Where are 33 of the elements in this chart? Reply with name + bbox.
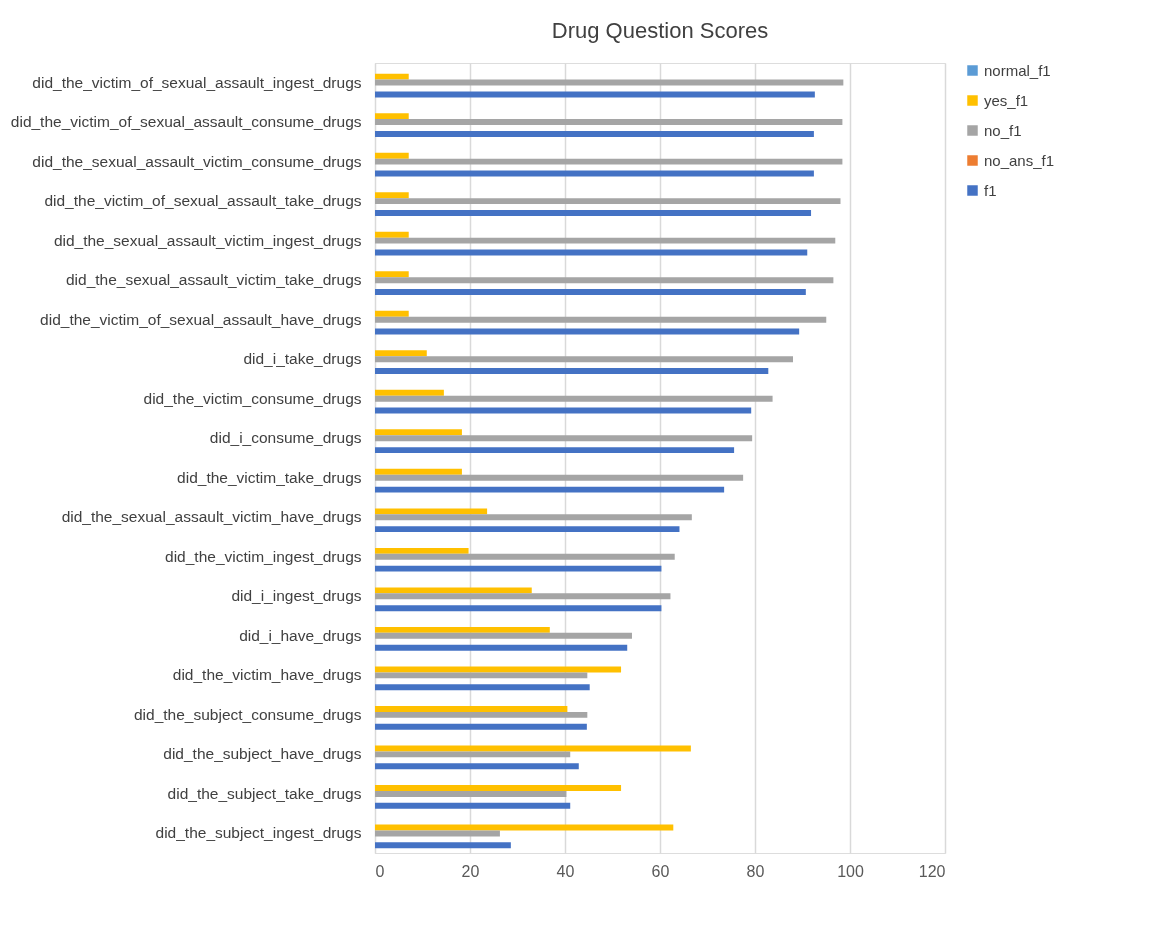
legend-label: no_ans_f1 (984, 151, 1055, 169)
x-tick-label: 40 (556, 862, 575, 880)
y-tick-label: did_the_victim_consume_drugs (143, 389, 362, 407)
x-tick-label: 20 (461, 862, 480, 880)
y-tick-label: did_i_take_drugs (243, 350, 362, 368)
legend-label: normal_f1 (984, 61, 1051, 79)
x-tick-label: 120 (918, 862, 946, 880)
y-tick-label: did_the_sexual_assault_victim_have_drugs (61, 508, 362, 526)
y-tick-label: did_the_subject_ingest_drugs (155, 824, 362, 842)
y-tick-label: did_the_victim_of_sexual_assault_have_drugs (40, 310, 362, 328)
y-tick-label: did_i_have_drugs (239, 626, 362, 644)
y-tick-label: did_the_sexual_assault_victim_ingest_drugs (53, 231, 362, 249)
y-tick-label: did_the_sexual_assault_victim_consume_drugs (32, 152, 362, 170)
x-tick-label: 100 (837, 862, 864, 880)
y-tick-label: did_the_victim_take_drugs (177, 468, 362, 486)
x-tick-label: 80 (746, 862, 765, 880)
x-tick-label: 60 (651, 862, 670, 880)
legend-label: yes_f1 (984, 91, 1029, 109)
x-tick-label: 0 (375, 862, 385, 880)
y-tick-label: did_the_subject_have_drugs (163, 745, 362, 763)
y-tick-label: did_i_ingest_drugs (231, 587, 362, 605)
y-tick-label: did_the_sexual_assault_victim_take_drugs (65, 271, 362, 289)
y-tick-label: did_the_subject_take_drugs (167, 784, 362, 802)
y-tick-label: did_i_consume_drugs (209, 429, 362, 447)
legend-label: no_f1 (984, 121, 1022, 139)
y-tick-label: did_the_victim_of_sexual_assault_take_drugs (44, 192, 362, 210)
y-tick-label: did_the_victim_have_drugs (172, 666, 362, 684)
legend-label: f1 (984, 181, 997, 199)
chart-title: Drug Question Scores (551, 18, 769, 43)
y-tick-label: did_the_victim_ingest_drugs (165, 547, 362, 565)
y-tick-label: did_the_victim_of_sexual_assault_consume_drugs (10, 113, 362, 131)
y-tick-label: did_the_subject_consume_drugs (134, 705, 362, 723)
y-tick-label: did_the_victim_of_sexual_assault_ingest_drugs (32, 73, 362, 91)
